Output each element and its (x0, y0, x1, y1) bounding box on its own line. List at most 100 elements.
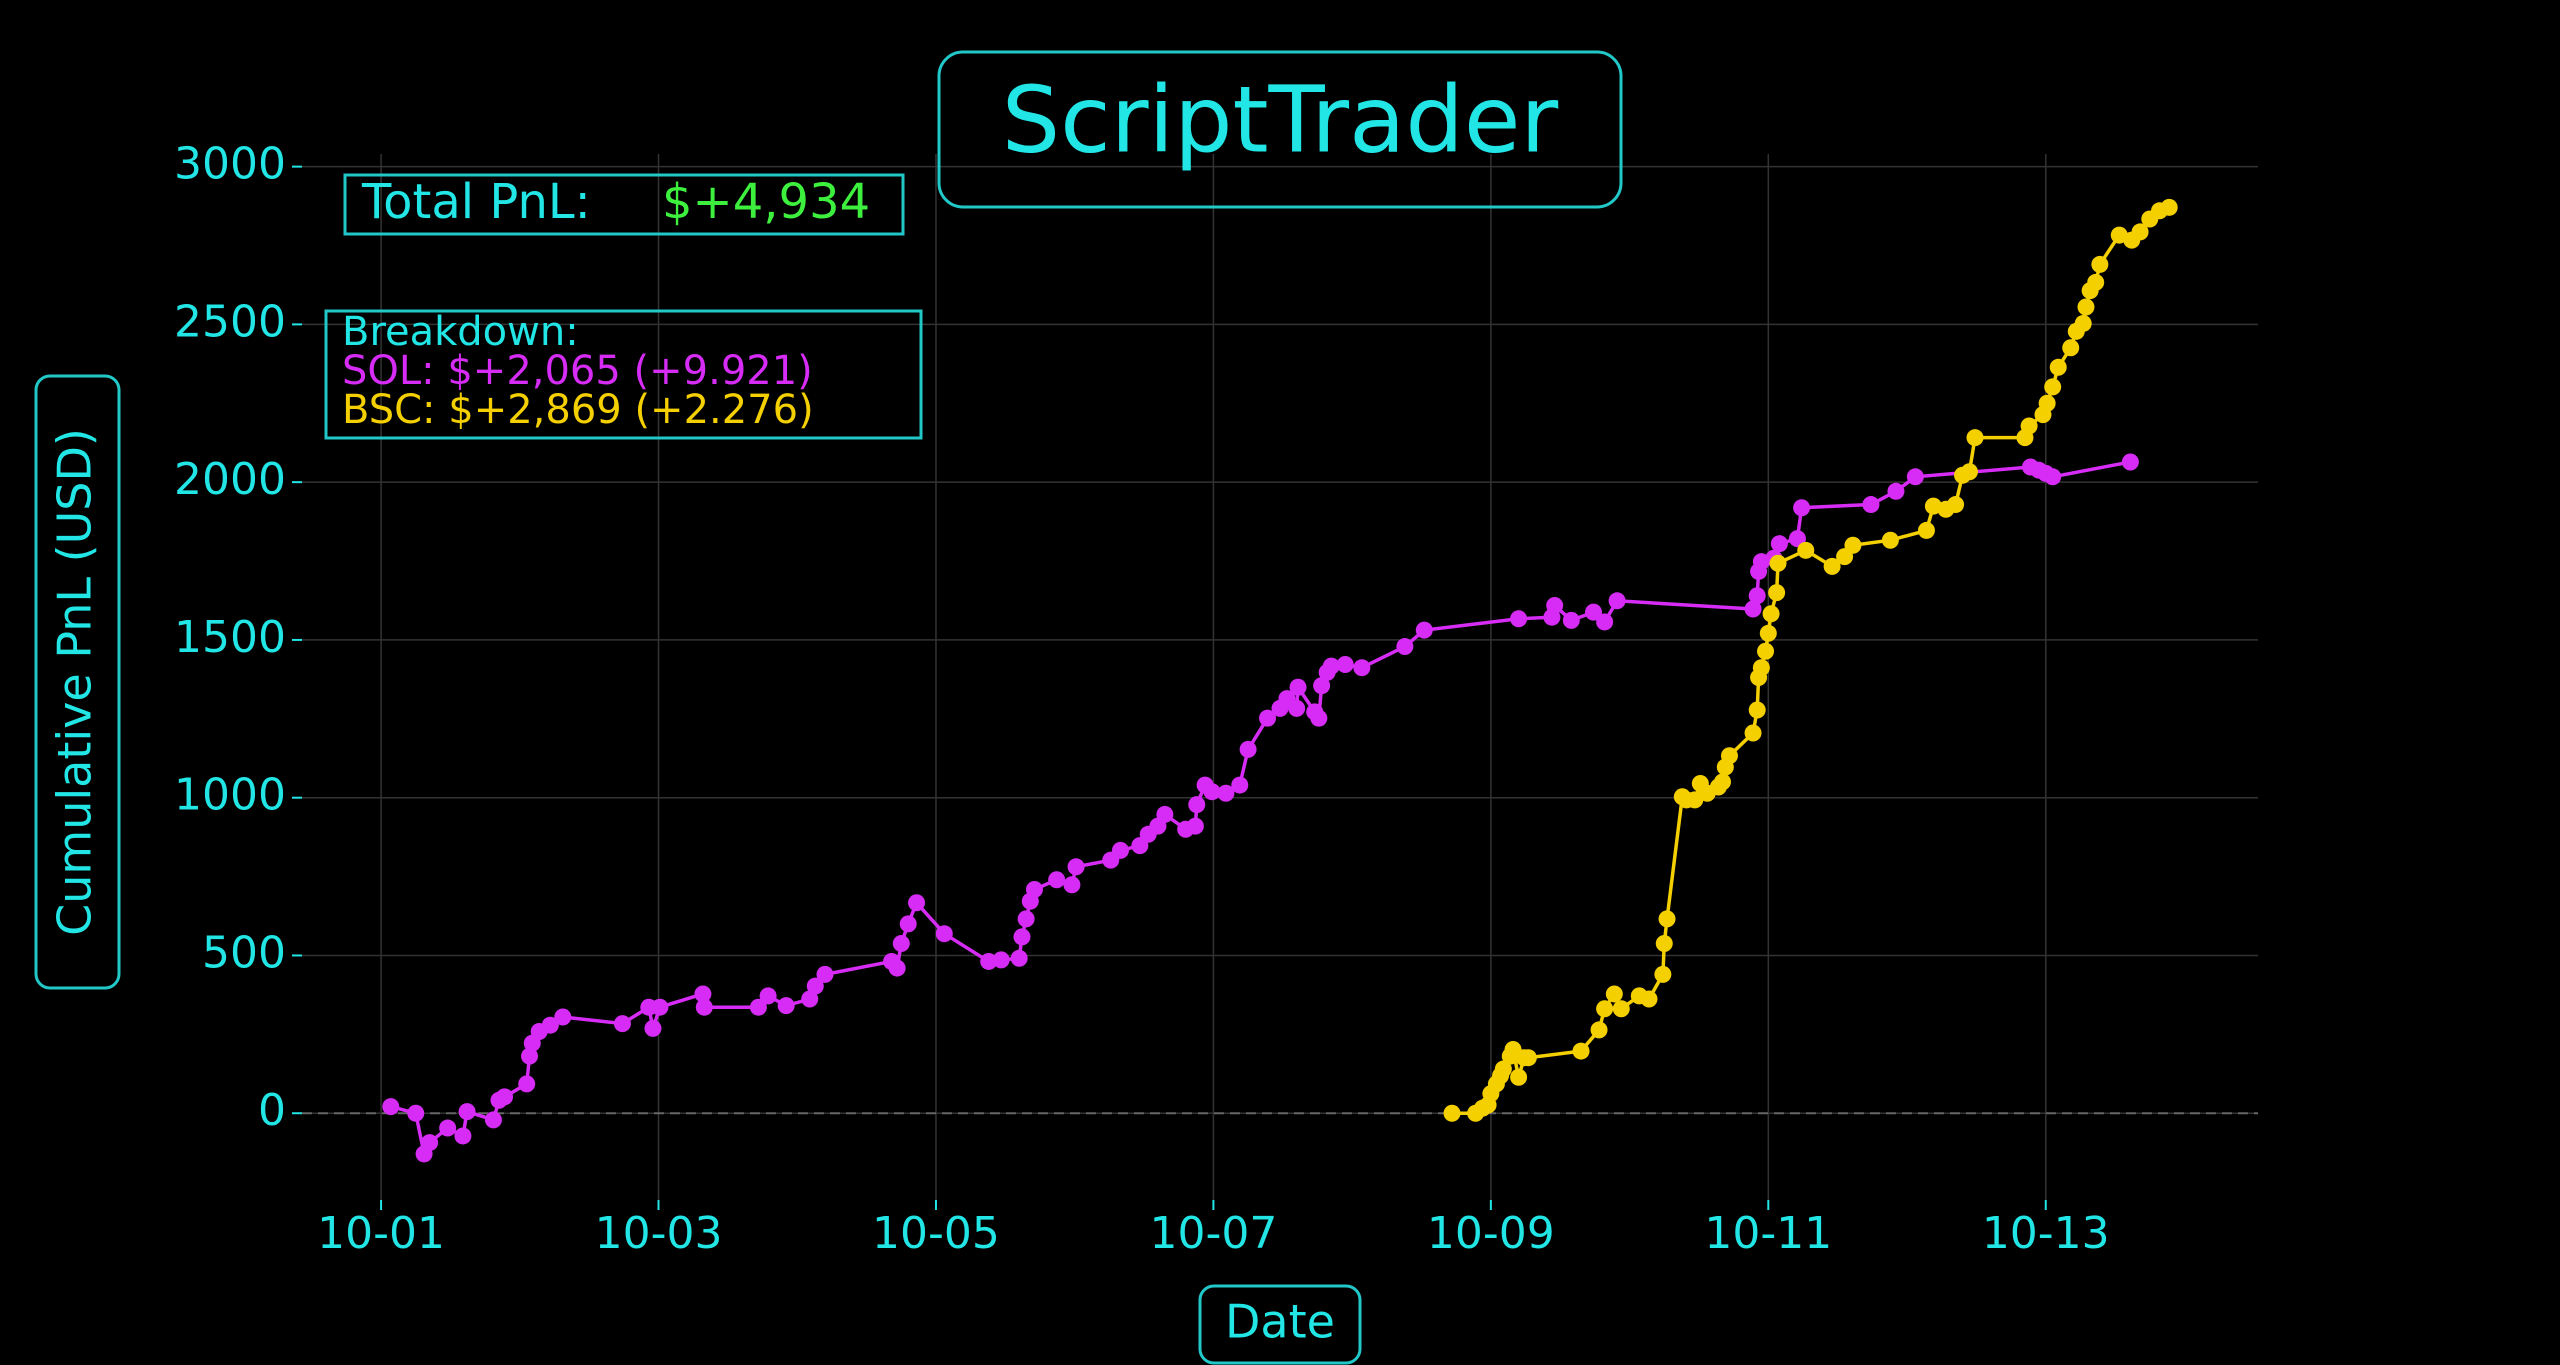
point (2131, 223, 2149, 241)
point (1596, 1000, 1614, 1018)
point (1203, 783, 1221, 801)
point (1752, 659, 1770, 677)
point (1862, 496, 1880, 514)
point (1186, 817, 1204, 835)
point (1063, 876, 1081, 894)
point (1966, 429, 1984, 447)
point (1336, 656, 1354, 674)
point (1844, 536, 1862, 554)
point (1013, 928, 1031, 946)
point (1917, 521, 1935, 539)
y-tick-label: 3000 (174, 139, 286, 190)
y-tick-label: 1000 (174, 770, 286, 821)
marks (382, 198, 2178, 1163)
point (1605, 985, 1623, 1003)
point (1960, 463, 1978, 481)
breakdown-box (324, 309, 923, 440)
point (1686, 791, 1704, 809)
point (2062, 339, 2080, 357)
y-tick-label: 500 (202, 927, 286, 978)
point (935, 925, 953, 943)
point (1762, 605, 1780, 623)
point (2049, 358, 2067, 376)
point (421, 1134, 439, 1152)
point (454, 1127, 472, 1145)
point (1770, 535, 1788, 553)
point (407, 1104, 425, 1122)
point (554, 1008, 572, 1026)
point (541, 1016, 559, 1034)
x-tick-label: 10-13 (1982, 1208, 2110, 1259)
point (1906, 468, 1924, 486)
point (1288, 699, 1306, 717)
point (1608, 592, 1626, 610)
total-box (343, 173, 905, 236)
x-axis-label: Date (1225, 1295, 1335, 1349)
chart-title: ScriptTrader (1002, 66, 1559, 173)
point (694, 985, 712, 1003)
point (1572, 1042, 1590, 1060)
breakdown-line: SOL: $+2,065 (+9.921) (342, 348, 813, 394)
point (518, 1075, 536, 1093)
point (1714, 773, 1732, 791)
point (1590, 1021, 1608, 1039)
grid: 0 500 1000 1500 2000 2500 3000 10-01 10-03 10-05 1… (174, 139, 2258, 1259)
y-tick-label: 2000 (174, 454, 286, 505)
point (749, 998, 767, 1016)
point (2038, 394, 2056, 412)
point (458, 1103, 476, 1121)
y-tick-label: 2500 (174, 296, 286, 347)
point (2077, 298, 2095, 316)
point (1494, 1060, 1512, 1078)
point (1048, 871, 1066, 889)
point (1519, 1049, 1537, 1067)
point (908, 894, 926, 912)
point (1310, 709, 1328, 727)
point (2074, 314, 2092, 332)
point (1744, 600, 1762, 618)
point (1596, 613, 1614, 631)
point (651, 998, 669, 1016)
point (1188, 796, 1206, 814)
x-tick-label: 10-09 (1427, 1208, 1555, 1259)
point (644, 1019, 662, 1037)
point (382, 1098, 400, 1116)
point (1823, 557, 1841, 575)
point (2044, 468, 2062, 486)
point (992, 951, 1010, 969)
point (1759, 624, 1777, 642)
point (439, 1119, 457, 1137)
point (1793, 499, 1811, 517)
point (1156, 805, 1174, 823)
point (801, 990, 819, 1008)
point (1510, 1068, 1528, 1086)
point (2044, 378, 2062, 396)
point (2160, 198, 2178, 216)
point (1217, 784, 1235, 802)
point (1353, 659, 1371, 677)
point (980, 952, 998, 970)
point (1017, 910, 1035, 928)
point (484, 1111, 502, 1129)
point (1748, 587, 1766, 605)
point (888, 959, 906, 977)
point (1562, 611, 1580, 629)
x-tick-label: 10-07 (1149, 1208, 1277, 1259)
breakdown-title: Breakdown: (342, 309, 579, 355)
point (1322, 657, 1340, 675)
y-axis-label: Cumulative PnL (USD) (48, 428, 102, 936)
point (2087, 273, 2105, 291)
point (1510, 610, 1528, 628)
y-tick-label: 1500 (174, 612, 286, 663)
point (1658, 910, 1676, 928)
point (1111, 841, 1129, 859)
title-box (937, 50, 1623, 209)
point (1025, 881, 1043, 899)
point (695, 998, 713, 1016)
point (1720, 747, 1738, 765)
point (2091, 255, 2109, 273)
point (613, 1015, 631, 1033)
point (1259, 709, 1277, 727)
point (1757, 642, 1775, 660)
